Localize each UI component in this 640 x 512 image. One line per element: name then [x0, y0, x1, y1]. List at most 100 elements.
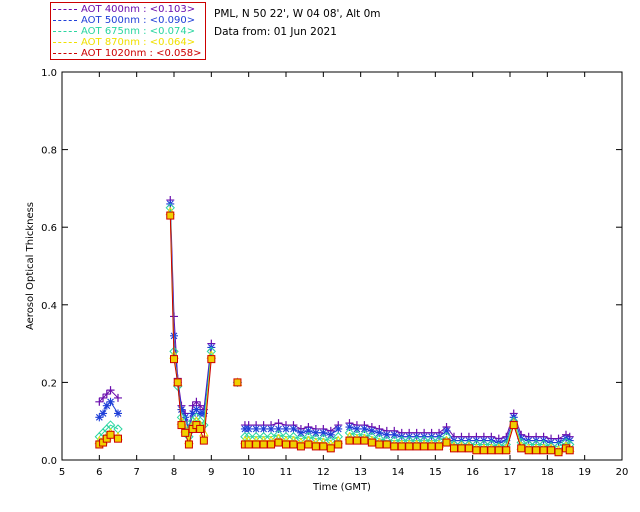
- series-1-point-24: [289, 424, 298, 433]
- series-1-point-28: [319, 428, 328, 437]
- series-4-point-26: [304, 440, 313, 449]
- x-tick-label-6: 6: [96, 467, 102, 478]
- series-4-point-10: [184, 440, 193, 449]
- legend-swatch-675nm: [53, 30, 77, 32]
- series-4-point-18: [244, 440, 253, 449]
- series-4-point-57: [539, 446, 548, 455]
- series-0-point-11: [188, 401, 197, 410]
- series-4-point-21: [267, 440, 276, 449]
- series-0-point-13: [196, 401, 205, 410]
- series-4-point-61: [565, 446, 574, 455]
- series-1-point-22: [274, 424, 283, 433]
- series-4-point-3: [106, 430, 115, 439]
- legend-label-675nm: AOT 675nm : <0.074>: [81, 26, 196, 37]
- series-4-point-27: [311, 442, 320, 451]
- series-4-point-49: [479, 446, 488, 455]
- y-tick-label-4: 0.8: [41, 146, 57, 157]
- series-4-point-37: [390, 442, 399, 451]
- series-4-point-40: [412, 442, 421, 451]
- series-0: [95, 196, 574, 443]
- series-0-point-4: [114, 393, 122, 402]
- series-1-point-25: [296, 428, 305, 437]
- legend-swatch-870nm: [53, 41, 77, 43]
- plot-frame: [61, 71, 623, 461]
- series-1-point-33: [360, 424, 369, 433]
- legend-item-400nm: AOT 400nm : <0.103>: [53, 4, 195, 15]
- y-tick-label-0: 0.0: [41, 456, 57, 467]
- series-4-point-48: [472, 446, 481, 455]
- legend-label-400nm: AOT 400nm : <0.103>: [81, 4, 196, 15]
- y-tick-label-3: 0.6: [41, 223, 57, 234]
- series-4-point-24: [289, 440, 298, 449]
- legend-item-1020nm: AOT 1020nm : <0.058>: [53, 48, 201, 59]
- x-tick-label-16: 16: [466, 467, 479, 478]
- legend-swatch-500nm: [53, 19, 77, 21]
- series-4-point-35: [375, 440, 384, 449]
- series-1-point-32: [352, 424, 361, 433]
- series-4-point-36: [382, 440, 391, 449]
- series-4-point-45: [450, 444, 458, 453]
- series-1-point-35: [375, 428, 384, 437]
- series-4-point-19: [252, 440, 261, 449]
- series-4-point-52: [502, 446, 511, 455]
- series-4-point-39: [405, 442, 414, 451]
- series-1-point-18: [244, 424, 253, 433]
- y-tick-label-5: 1.0: [41, 68, 57, 79]
- x-tick-label-5: 5: [59, 467, 65, 478]
- series-4-point-8: [177, 421, 186, 430]
- series-1-point-26: [304, 426, 313, 435]
- series-4-point-9: [181, 428, 190, 437]
- legend-item-500nm: AOT 500nm : <0.090>: [53, 15, 195, 26]
- series-1-point-20: [259, 424, 268, 433]
- x-tick-label-13: 13: [354, 467, 367, 478]
- series-group: [94, 196, 575, 457]
- series-1-line-1: [169, 203, 212, 433]
- series-4: [95, 211, 574, 457]
- series-0-line-1: [169, 199, 212, 430]
- header-date: Data from: 01 Jun 2021: [214, 26, 337, 38]
- series-4-point-13: [196, 424, 205, 433]
- series-1-point-21: [267, 424, 276, 433]
- x-tick-label-15: 15: [429, 467, 442, 478]
- series-1-point-31: [345, 423, 354, 432]
- y-axis-label: Aerosol Optical Thickness: [25, 202, 36, 330]
- series-4-point-42: [427, 442, 436, 451]
- series-4-point-51: [494, 446, 503, 455]
- series-1-point-37: [390, 430, 399, 439]
- series-4-point-38: [397, 442, 406, 451]
- legend-label-1020nm: AOT 1020nm : <0.058>: [81, 48, 202, 59]
- series-1: [95, 199, 574, 447]
- header-location: PML, N 50 22', W 04 08', Alt 0m: [214, 8, 381, 20]
- x-tick-label-17: 17: [504, 467, 517, 478]
- series-4-point-14: [199, 436, 208, 445]
- series-1-point-23: [282, 424, 290, 433]
- series-0-point-1: [99, 393, 108, 402]
- series-4-point-20: [259, 440, 268, 449]
- series-1-point-4: [114, 409, 122, 418]
- legend-item-870nm: AOT 870nm : <0.064>: [53, 37, 195, 48]
- series-4-point-34: [367, 438, 376, 447]
- x-tick-label-9: 9: [208, 467, 214, 478]
- series-0-point-12: [192, 397, 201, 406]
- series-4-point-54: [517, 444, 526, 453]
- series-2: [94, 203, 575, 452]
- series-4-point-6: [170, 355, 178, 364]
- series-4-point-50: [487, 446, 496, 455]
- x-tick-label-19: 19: [578, 467, 591, 478]
- x-tick-label-7: 7: [133, 467, 139, 478]
- series-0-point-2: [102, 390, 111, 399]
- series-4-point-41: [420, 442, 429, 451]
- series-3: [94, 206, 575, 454]
- series-4-point-53: [509, 421, 518, 430]
- series-1-point-14: [199, 409, 208, 418]
- series-4-point-47: [464, 444, 473, 453]
- legend: AOT 400nm : <0.103> AOT 500nm : <0.090> …: [50, 2, 206, 60]
- series-4-point-31: [345, 436, 354, 445]
- x-axis: 5 6 7 8 9 10 11 12 13 14 15 16 17 18 19 20: [59, 72, 628, 478]
- series-1-point-44: [442, 426, 451, 435]
- x-tick-label-14: 14: [392, 467, 405, 478]
- x-axis-label: Time (GMT): [312, 482, 371, 493]
- series-4-point-44: [442, 438, 451, 447]
- series-4-point-32: [352, 436, 361, 445]
